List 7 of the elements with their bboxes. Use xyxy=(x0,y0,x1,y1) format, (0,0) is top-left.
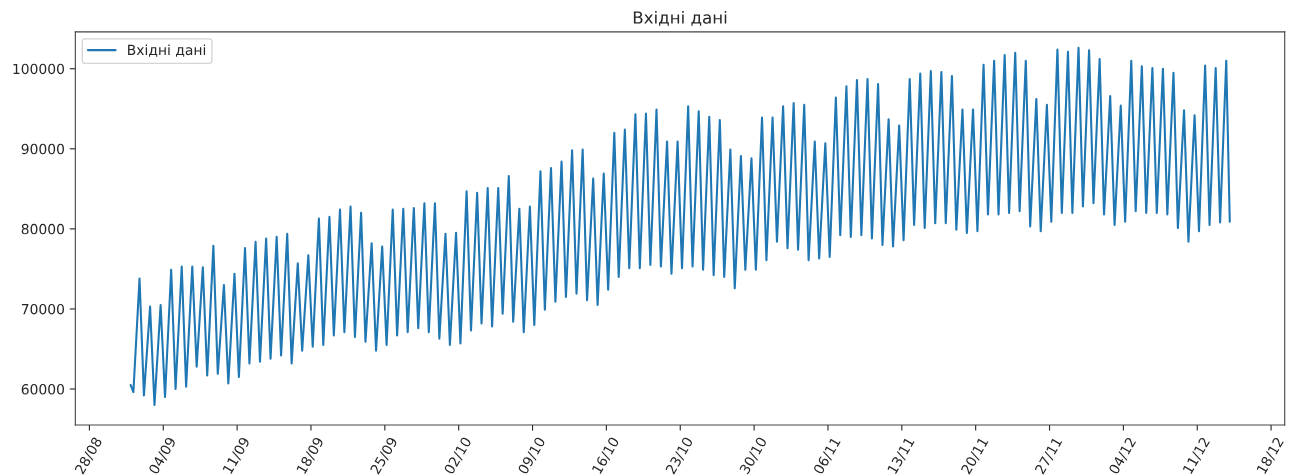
y-tick-label: 100000 xyxy=(13,63,64,75)
chart-title: Вхідні дані xyxy=(633,10,727,26)
legend-label: Вхідні дані xyxy=(128,44,206,57)
y-tick-label: 60000 xyxy=(21,384,64,395)
y-tick-label: 80000 xyxy=(21,223,64,235)
y-tick-label: 90000 xyxy=(21,143,64,155)
y-tick-label: 70000 xyxy=(21,303,64,315)
